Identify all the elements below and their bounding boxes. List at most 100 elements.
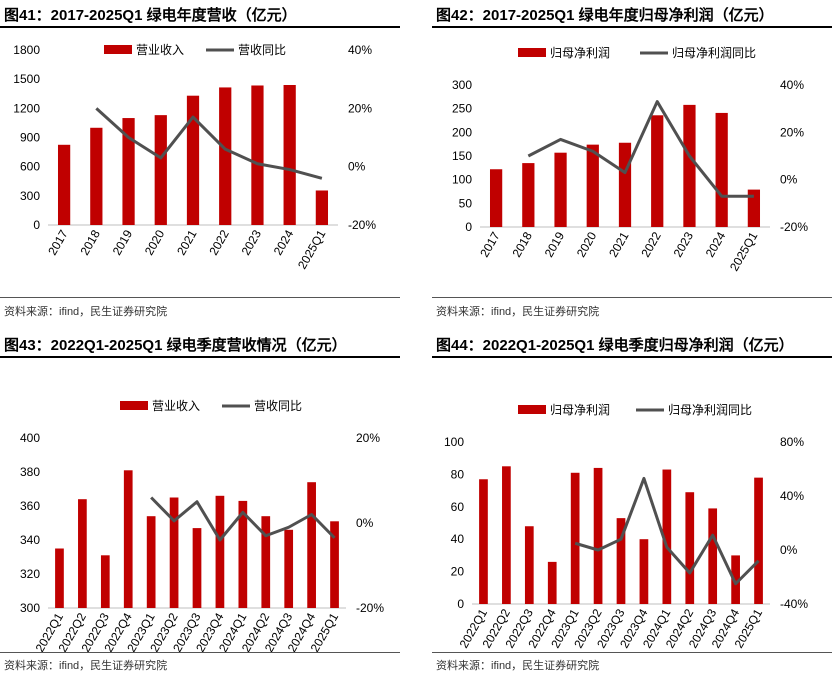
bar xyxy=(146,516,156,608)
x-tick-label: 2023 xyxy=(671,229,697,259)
x-tick-label: 2018 xyxy=(77,227,103,257)
bar xyxy=(215,495,225,608)
source-rule xyxy=(0,297,400,298)
source-rule xyxy=(432,297,832,298)
x-tick-label: 2022 xyxy=(206,227,232,257)
x-tick-label: 2025Q1 xyxy=(727,229,761,273)
left-tick-label: 250 xyxy=(452,102,472,116)
left-tick-label: 0 xyxy=(465,220,472,234)
x-tick-label: 2018 xyxy=(509,229,535,259)
left-tick-label: 1500 xyxy=(13,72,40,86)
left-tick-label: 380 xyxy=(20,465,40,479)
left-tick-label: 320 xyxy=(20,567,40,581)
legend-label-line: 营收同比 xyxy=(254,399,302,413)
bar xyxy=(122,118,135,225)
left-tick-label: 900 xyxy=(20,131,40,145)
legend-label-bar: 归母净利润 xyxy=(550,46,610,60)
source-rule xyxy=(0,652,400,653)
source-rule xyxy=(432,652,832,653)
bar xyxy=(57,144,71,225)
left-tick-label: 300 xyxy=(20,601,40,615)
bar xyxy=(90,127,103,225)
left-tick-label: 0 xyxy=(33,218,40,232)
yoy-line xyxy=(574,476,760,586)
left-tick-label: 100 xyxy=(444,435,464,449)
chart-title: 图43：2022Q1-2025Q1 绿电季度营收情况（亿元） xyxy=(4,337,347,354)
chart-title: 图44：2022Q1-2025Q1 绿电季度归母净利润（亿元） xyxy=(436,337,794,354)
x-tick-label: 2024 xyxy=(703,229,729,259)
bar xyxy=(154,115,167,225)
right-tick-label: 20% xyxy=(356,431,380,445)
bar xyxy=(618,142,632,227)
legend-label-bar: 归母净利润 xyxy=(550,403,610,417)
bar xyxy=(685,492,695,604)
left-tick-label: 300 xyxy=(452,78,472,92)
bar xyxy=(489,169,503,227)
title-rule xyxy=(432,356,832,358)
left-tick-label: 200 xyxy=(452,125,472,139)
legend-label-bar: 营业收入 xyxy=(152,399,200,413)
bar xyxy=(261,516,271,608)
bar xyxy=(593,467,603,604)
left-tick-label: 40 xyxy=(451,532,465,546)
x-tick-label: 2020 xyxy=(574,229,600,259)
legend-swatch-bar xyxy=(104,45,132,54)
left-tick-label: 300 xyxy=(20,189,40,203)
right-tick-label: 40% xyxy=(348,43,372,57)
chart-panel-revenue-annual: 图41：2017-2025Q1 绿电年度营收（亿元） 0 300 600 900 120… xyxy=(0,0,400,338)
yoy-line xyxy=(95,107,323,180)
title-rule xyxy=(432,26,832,28)
bar xyxy=(639,539,649,604)
source-note: 资料来源：ifind，民生证券研究院 xyxy=(436,306,600,318)
legend-swatch-bar xyxy=(518,405,546,414)
right-tick-label: 20% xyxy=(780,125,804,139)
bar xyxy=(754,477,763,604)
legend-label-bar: 营业收入 xyxy=(136,43,184,57)
right-tick-label: -20% xyxy=(348,218,376,232)
bar xyxy=(662,469,672,604)
bar xyxy=(238,500,248,608)
x-tick-label: 2017 xyxy=(477,229,503,259)
x-tick-label: 2023 xyxy=(239,227,265,257)
bar xyxy=(554,152,567,227)
legend-label-line: 归母净利润同比 xyxy=(672,46,756,60)
legend-swatch-bar xyxy=(120,401,148,410)
chart-title: 图42：2017-2025Q1 绿电年度归母净利润（亿元） xyxy=(436,7,774,24)
bar xyxy=(715,112,728,227)
right-tick-label: -20% xyxy=(780,220,808,234)
chart-svg: 020406080100-40%0%40%80%2022Q12022Q22022… xyxy=(444,403,808,650)
bar xyxy=(547,561,557,604)
bar xyxy=(284,529,294,608)
bar xyxy=(651,115,664,227)
bar xyxy=(330,521,339,608)
bar xyxy=(100,555,110,608)
x-tick-label: 2021 xyxy=(174,227,200,257)
yoy-line xyxy=(527,100,754,198)
left-tick-label: 80 xyxy=(451,467,465,481)
right-tick-label: 0% xyxy=(780,543,798,557)
chart-panel-profit-annual: 图42：2017-2025Q1 绿电年度归母净利润（亿元） 0 50 100 150 2… xyxy=(432,0,832,338)
x-tick-label: 2020 xyxy=(142,227,168,257)
left-tick-label: 1800 xyxy=(13,43,40,57)
left-tick-label: 400 xyxy=(20,431,40,445)
bar xyxy=(251,85,264,225)
bar xyxy=(192,528,202,608)
chart-panel-revenue-quarterly: 图43：2022Q1-2025Q1 绿电季度营收情况（亿元） 300 320 340… xyxy=(0,330,400,672)
left-tick-label: 360 xyxy=(20,499,40,513)
title-rule xyxy=(0,26,400,28)
bar xyxy=(586,144,599,227)
bar xyxy=(123,470,133,608)
left-tick-label: 600 xyxy=(20,160,40,174)
left-tick-label: 100 xyxy=(452,173,472,187)
x-tick-label: 2017 xyxy=(45,227,71,257)
legend-label-line: 营收同比 xyxy=(238,43,286,57)
bar xyxy=(570,472,580,604)
source-note: 资料来源：ifind，民生证券研究院 xyxy=(436,660,600,672)
bar xyxy=(747,189,761,227)
bar xyxy=(186,95,200,225)
left-tick-label: 60 xyxy=(451,500,465,514)
right-tick-label: 40% xyxy=(780,489,804,503)
bar xyxy=(502,466,511,604)
bar xyxy=(78,499,87,608)
legend-swatch-bar xyxy=(518,48,546,57)
